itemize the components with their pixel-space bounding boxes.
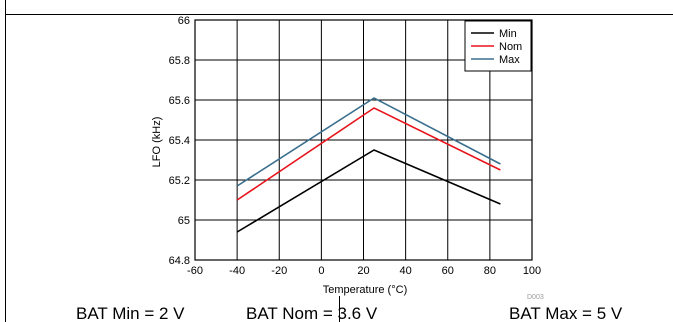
y-tick-label: 65 xyxy=(178,215,190,227)
y-tick-label: 65.4 xyxy=(169,135,190,147)
x-tick-label: 20 xyxy=(357,265,369,277)
y-tick-label: 66 xyxy=(178,15,190,27)
legend-label-nom: Nom xyxy=(499,41,522,53)
caption-bat-nom: BAT Nom = 3.6 V xyxy=(246,304,378,322)
x-tick-label: 40 xyxy=(400,265,412,277)
series-line-nom xyxy=(236,107,501,201)
caption-bat-max: BAT Max = 5 V xyxy=(509,304,623,322)
x-tick-label: 80 xyxy=(484,265,496,277)
x-tick-label: 0 xyxy=(318,265,324,277)
caption-bat-min: BAT Min = 2 V xyxy=(76,304,185,322)
y-tick-label: 65.2 xyxy=(169,175,190,187)
y-tick-label: 64.8 xyxy=(169,255,190,267)
y-tick-label: 65.8 xyxy=(169,55,190,67)
y-axis-label: LFO (kHz) xyxy=(151,117,163,168)
y-tick-label: 65.6 xyxy=(169,95,190,107)
x-axis-label: Temperature (°C) xyxy=(323,284,407,296)
x-tick-label: 60 xyxy=(442,265,454,277)
axes: -60 -40 -20 0 20 40 60 80 100 64.8 65 65.2 65.4 65.6 6… xyxy=(169,15,542,277)
series-line-min xyxy=(236,149,501,233)
x-tick-label: -40 xyxy=(229,265,245,277)
watermark-code: D003 xyxy=(527,294,544,301)
x-tick-label: 100 xyxy=(523,265,541,277)
plot-border xyxy=(194,19,533,261)
x-tick-label: -60 xyxy=(187,265,203,277)
series-line-max xyxy=(236,97,501,187)
x-tick-label: -20 xyxy=(271,265,287,277)
legend-label-min: Min xyxy=(499,28,517,40)
legend-label-max: Max xyxy=(499,54,520,66)
figure-frame: -60 -40 -20 0 20 40 60 80 100 64.8 65 65.2 65.4 65.6 6… xyxy=(5,0,673,322)
lfo-temperature-chart: -60 -40 -20 0 20 40 60 80 100 64.8 65 65.2 65.4 65.6 6… xyxy=(5,0,673,322)
series-lines xyxy=(236,97,501,233)
